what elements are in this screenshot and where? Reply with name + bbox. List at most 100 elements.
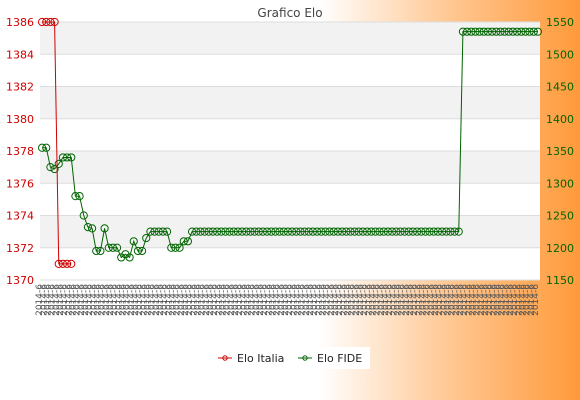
x-tick-label: 2014-6	[343, 284, 353, 316]
elo-fide-point	[287, 227, 297, 236]
x-tick-label: 2014-6	[68, 284, 78, 316]
elo-fide-point	[167, 243, 176, 252]
y-left-ticks: 1370 1372 1374 1376 1378 1380 1382 1384 1386	[6, 16, 34, 287]
elo-fide-point	[133, 246, 143, 256]
x-tick-label: 2014-6	[131, 284, 141, 316]
x-tick-label: 2014-6	[98, 284, 108, 316]
x-tick-label: 2014-6	[39, 284, 49, 316]
legend-elo-fide-marker	[302, 355, 308, 361]
x-tick-label: 2014-6	[110, 284, 120, 316]
elo-fide-point	[521, 27, 530, 36]
elo-fide-point	[500, 27, 509, 36]
x-tick-label: 2014-6	[193, 284, 203, 316]
elo-fide-point	[379, 227, 388, 236]
elo-fide-point	[517, 27, 526, 36]
elo-fide-point	[221, 227, 230, 236]
x-tick-label: 2014-6	[114, 284, 124, 316]
elo-fide-point	[529, 27, 538, 36]
x-tick-label: 2014-6	[123, 284, 133, 316]
x-tick-label: 2014-6	[514, 284, 524, 316]
series-lines	[37, 17, 543, 268]
elo-fide-point	[267, 227, 276, 236]
elo-fide-point	[308, 227, 318, 236]
x-tick-label: 2014-6	[252, 284, 262, 316]
elo-fide-point	[508, 27, 518, 36]
elo-fide-point	[50, 164, 59, 174]
elo-fide-point	[271, 227, 280, 236]
elo-fide-point	[242, 227, 251, 236]
elo-fide-point	[442, 227, 451, 236]
x-tick-label: 2014-6	[281, 284, 291, 316]
x-tick-label: 2014-6	[323, 284, 333, 316]
x-tick-label: 2014-6	[389, 284, 399, 316]
x-tick-label: 2014-6	[418, 284, 428, 316]
elo-fide-point	[62, 153, 72, 162]
y-right-tick-label: 1500	[546, 48, 574, 61]
x-tick-label: 2014-6	[293, 284, 303, 316]
y-left-tick-label: 1384	[6, 48, 34, 61]
x-tick-label: 2014-6	[214, 284, 224, 316]
x-tick-label: 2014-6	[77, 284, 87, 316]
elo-fide-point	[312, 227, 322, 236]
elo-fide-point	[487, 27, 497, 36]
x-tick-label: 2014-6	[464, 284, 474, 316]
elo-italia-point	[46, 17, 55, 27]
y-right-tick-label: 1350	[546, 145, 574, 158]
x-tick-label: 2014-6	[89, 284, 99, 316]
y-left-tick-label: 1378	[6, 145, 34, 158]
legend-box	[210, 347, 370, 369]
elo-fide-point	[187, 227, 197, 236]
legend: Elo Italia Elo FIDE	[210, 347, 370, 369]
x-tick-label: 2014-6	[381, 284, 391, 316]
y-right-tick-label: 1550	[546, 16, 574, 29]
elo-fide-point	[275, 227, 284, 236]
x-tick-label: 2014-6	[189, 284, 199, 316]
x-tick-label: 2014-6	[318, 284, 328, 316]
x-tick-label: 2014-6	[181, 284, 191, 316]
elo-fide-point	[342, 227, 351, 236]
elo-fide-point	[350, 227, 359, 236]
x-tick-label: 2014-6	[152, 284, 162, 316]
x-tick-label: 2014-6	[93, 284, 103, 316]
x-tick-label: 2014-6	[393, 284, 403, 316]
y-right-tick-label: 1150	[546, 274, 574, 287]
x-tick-label: 2014-6	[339, 284, 349, 316]
elo-fide-point	[408, 227, 418, 236]
x-tick-label: 2014-6	[164, 284, 174, 316]
elo-fide-point	[183, 237, 193, 246]
elo-fide-point	[87, 224, 97, 233]
x-tick-label: 2014-6	[306, 284, 316, 316]
elo-fide-point	[375, 227, 384, 236]
elo-fide-point	[196, 227, 205, 236]
x-tick-label: 2014-6	[206, 284, 216, 316]
x-tick-label: 2014-6	[289, 284, 299, 316]
x-tick-label: 2014-6	[414, 284, 424, 316]
x-tick-label: 2014-6	[143, 284, 153, 316]
x-tick-label: 2014-6	[52, 284, 62, 316]
elo-fide-point	[525, 27, 534, 36]
x-tick-label: 2014-6	[85, 284, 95, 316]
x-tick-label: 2014-6	[373, 284, 383, 316]
x-tick-label: 2014-6	[118, 284, 128, 316]
x-tick-label: 2014-6	[298, 284, 308, 316]
x-tick-label: 2014-6	[310, 284, 320, 316]
elo-fide-point	[292, 227, 301, 236]
elo-fide-point	[387, 227, 397, 236]
x-tick-label: 2014-6	[185, 284, 195, 316]
elo-fide-point	[58, 153, 68, 162]
x-tick-label: 2014-6	[456, 284, 466, 316]
elo-fide-point	[496, 27, 505, 36]
x-tick-label: 2014-6	[235, 284, 245, 316]
elo-fide-point	[400, 227, 409, 236]
elo-italia-point	[54, 259, 63, 268]
legend-elo-fide-label: Elo FIDE	[317, 352, 362, 365]
x-tick-label: 2014-6	[498, 284, 508, 316]
x-tick-label: 2014-6	[481, 284, 491, 316]
x-tick-label: 2014-6	[477, 284, 487, 316]
y-right-tick-label: 1450	[546, 81, 574, 94]
elo-fide-point	[283, 227, 293, 236]
elo-fide-point	[483, 27, 493, 36]
x-tick-label: 2014-6	[156, 284, 166, 316]
elo-fide-point	[146, 227, 155, 236]
elo-italia-point	[50, 17, 59, 27]
